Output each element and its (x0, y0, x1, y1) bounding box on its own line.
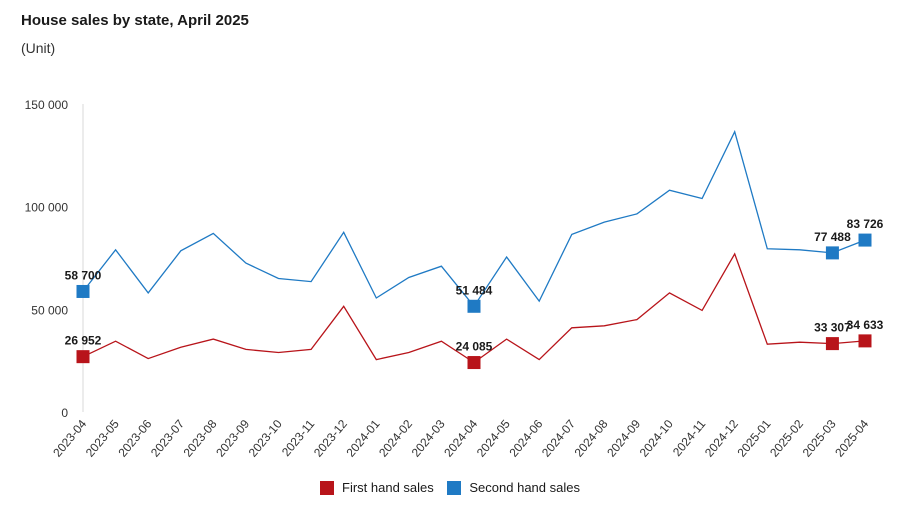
x-tick-label: 2025-03 (800, 417, 839, 460)
x-tick-label: 2024-02 (376, 417, 415, 460)
x-tick-label: 2023-07 (148, 417, 187, 460)
legend-swatch-first-hand (320, 480, 334, 495)
x-tick-label: 2025-02 (767, 417, 806, 460)
x-tick-label: 2024-08 (572, 417, 611, 460)
chart-subtitle: (Unit) (21, 40, 56, 56)
x-tick-label: 2023-06 (115, 417, 154, 460)
chart-title: House sales by state, April 2025 (21, 12, 249, 29)
x-tick-label: 2024-10 (637, 417, 676, 460)
legend-label-first-hand: First hand sales (342, 480, 434, 495)
legend-item-first-hand[interactable]: First hand sales (320, 480, 434, 495)
x-tick-label: 2025-01 (735, 417, 774, 460)
x-tick-label: 2024-05 (474, 417, 513, 460)
data-point-marker-first-hand (76, 350, 90, 364)
x-tick-label: 2024-07 (539, 417, 578, 460)
data-point-marker-first-hand (858, 334, 872, 348)
data-point-marker-first-hand (825, 337, 839, 351)
data-label-second-hand: 77 488 (814, 230, 851, 244)
x-tick-label: 2023-12 (311, 417, 350, 460)
x-tick-label: 2025-04 (832, 417, 871, 460)
data-point-marker-second-hand (467, 299, 481, 313)
x-tick-label: 2024-12 (702, 417, 741, 460)
legend-label-second-hand: Second hand sales (469, 480, 580, 495)
data-point-marker-first-hand (467, 356, 481, 370)
x-tick-label: 2024-01 (344, 417, 383, 460)
x-tick-label: 2024-03 (409, 417, 448, 460)
x-tick-label: 2024-09 (604, 417, 643, 460)
data-point-marker-second-hand (858, 233, 872, 247)
y-tick-label: 150 000 (25, 98, 69, 112)
x-tick-label: 2023-04 (50, 417, 89, 460)
y-tick-label: 100 000 (25, 201, 69, 215)
x-tick-label: 2023-10 (246, 417, 285, 460)
data-label-first-hand: 34 633 (847, 318, 884, 332)
data-label-first-hand: 26 952 (65, 334, 102, 348)
series-line-second-hand (82, 129, 866, 308)
x-tick-label: 2023-09 (213, 417, 252, 460)
data-label-first-hand: 24 085 (456, 340, 493, 354)
data-label-second-hand: 51 484 (456, 283, 493, 297)
y-tick-label: 50 000 (31, 303, 68, 317)
data-point-marker-second-hand (76, 284, 90, 298)
data-point-marker-second-hand (825, 246, 839, 260)
data-label-second-hand: 83 726 (847, 217, 884, 231)
x-tick-label: 2024-04 (441, 417, 480, 460)
x-tick-label: 2023-08 (181, 417, 220, 460)
x-tick-label: 2023-05 (83, 417, 122, 460)
legend-swatch-second-hand (447, 480, 462, 495)
legend-item-second-hand[interactable]: Second hand sales (447, 480, 580, 495)
x-tick-label: 2024-06 (506, 417, 545, 460)
data-label-first-hand: 33 307 (814, 321, 851, 335)
y-tick-label: 0 (61, 406, 68, 420)
data-label-second-hand: 58 700 (65, 268, 102, 282)
chart-legend: First hand sales Second hand sales (0, 480, 900, 498)
